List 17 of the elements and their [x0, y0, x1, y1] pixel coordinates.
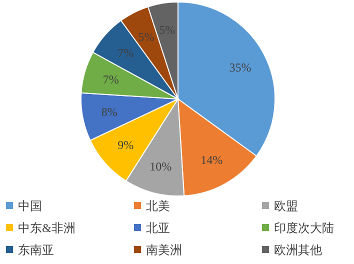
data-label: 5% [138, 30, 154, 44]
legend-label: 中东&非洲 [18, 221, 76, 235]
data-label: 8% [101, 105, 118, 120]
legend-label: 北亚 [146, 221, 170, 235]
legend-label: 东南亚 [18, 243, 54, 257]
data-label: 10% [150, 160, 172, 174]
legend-label: 南美洲 [146, 243, 182, 257]
legend-label: 欧洲其他 [274, 243, 322, 257]
legend-label: 欧盟 [274, 199, 298, 213]
data-label: 14% [200, 153, 223, 168]
legend-label: 中国 [18, 199, 42, 213]
data-label: 35% [229, 60, 252, 74]
data-label: 7% [118, 46, 134, 60]
legend-label: 印度次大陆 [274, 221, 334, 235]
data-label: 7% [102, 72, 119, 87]
data-label: 9% [118, 138, 134, 152]
legend-label: 北美 [146, 199, 170, 213]
